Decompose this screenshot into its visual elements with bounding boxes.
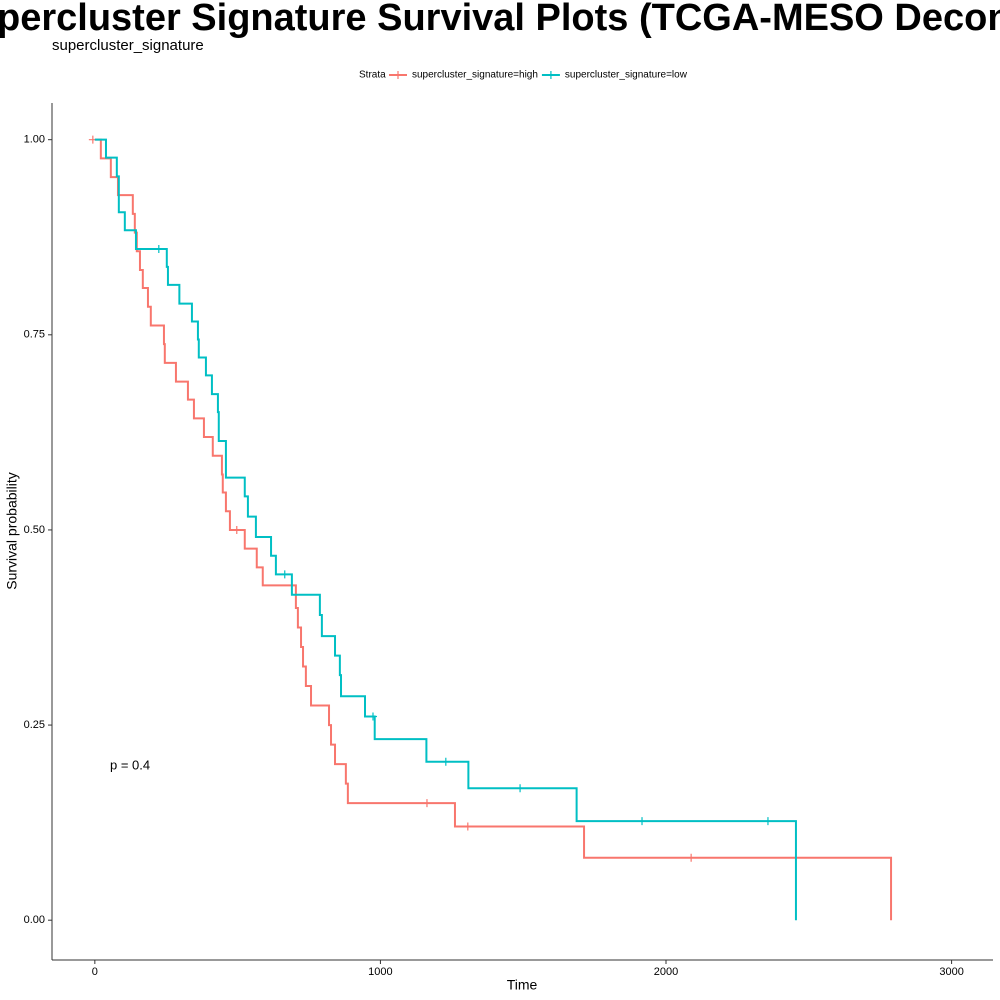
y-tick-label: 0.75 [24, 329, 45, 341]
censor-mark [154, 244, 163, 253]
censor-mark [422, 799, 431, 808]
censor-mark [280, 570, 289, 579]
p-value-annotation: p = 0.4 [110, 757, 150, 772]
censor-mark [763, 817, 772, 826]
y-tick-label: 1.00 [24, 134, 45, 146]
x-tick-label: 0 [92, 966, 98, 978]
censor-mark [516, 784, 525, 793]
x-tick-label: 2000 [654, 966, 678, 978]
legend-label: supercluster_signature=high [412, 70, 538, 81]
censor-mark [463, 822, 472, 831]
x-tick-label: 3000 [939, 966, 963, 978]
legend-label: supercluster_signature=low [565, 70, 688, 81]
legend-title: Strata [359, 70, 386, 81]
censor-mark [232, 525, 241, 534]
survival-curve [94, 138, 797, 921]
censor-mark [441, 757, 450, 766]
y-tick-label: 0.00 [24, 914, 45, 926]
y-tick-label: 0.25 [24, 719, 45, 731]
chart-subtitle: supercluster_signature [52, 37, 204, 54]
x-tick-label: 1000 [368, 966, 392, 978]
y-axis-label: Survival probability [4, 472, 20, 590]
censor-mark [638, 817, 647, 826]
chart-title: percluster Signature Survival Plots (TCG… [0, 0, 1000, 39]
censor-mark [368, 712, 377, 721]
survival-curve [94, 138, 893, 921]
x-axis-label: Time [507, 977, 538, 993]
censor-mark [687, 853, 696, 862]
y-tick-label: 0.50 [24, 524, 45, 536]
